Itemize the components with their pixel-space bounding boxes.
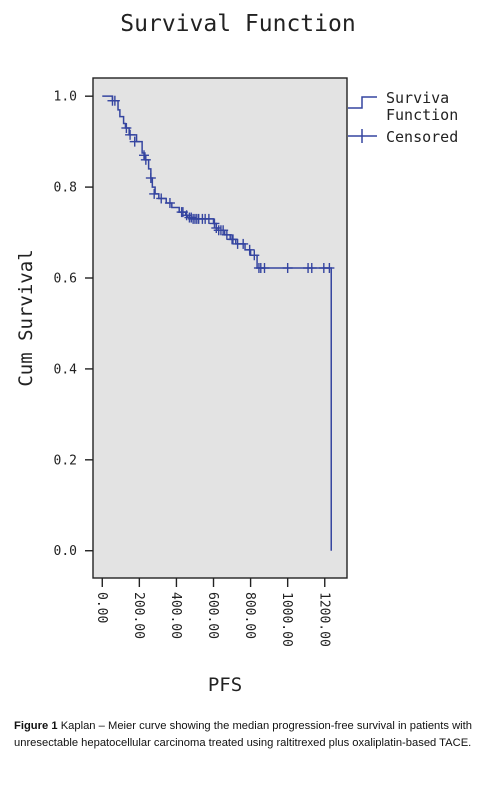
y-tick-label: 0.8 [54,181,77,196]
chart-title: Survival Function [120,11,355,37]
y-tick-label: 0.6 [54,272,77,287]
figure-caption-label: Figure 1 [14,720,58,732]
figure-caption-text: Kaplan – Meier curve showing the median … [14,720,473,749]
y-tick-label: 0.0 [54,544,77,559]
legend-survival-label-line1: Surviva [386,89,449,107]
x-tick-label: 1200.00 [316,592,331,647]
censor-mark [129,136,140,147]
legend-survival-label-line2: Function [386,106,458,124]
censor-mark [164,198,175,208]
x-tick-label: 800.00 [242,592,257,639]
censor-mark [125,129,136,140]
censor-mark [282,263,293,273]
censor-marks [107,95,335,273]
censor-mark [109,95,120,106]
y-tick-label: 1.0 [54,90,77,105]
censor-mark [121,123,132,133]
plot-area [92,77,348,579]
censor-mark [324,263,335,273]
censor-mark [227,234,238,245]
y-tick-label: 0.4 [54,362,78,377]
censor-mark [249,250,260,261]
censor-mark [306,263,317,273]
censor-mark [211,223,222,233]
x-tick-label: 400.00 [168,592,183,639]
censor-mark [259,263,270,273]
x-tick-label: 1000.00 [279,592,294,647]
x-tick-label: 0.00 [94,592,109,623]
censor-mark [156,193,167,204]
censor-mark [238,238,249,249]
figure-caption: Figure 1 Kaplan – Meier curve showing th… [14,718,472,752]
x-axis-label: PFS [208,674,242,696]
y-tick-label: 0.2 [54,453,77,468]
censor-mark [149,188,160,199]
legend-survival-swatch [348,96,377,109]
censor-mark [145,173,156,183]
legend-censored-label: Censored [386,128,458,146]
x-tick-label: 200.00 [131,592,146,639]
axes: 0.0 0.2 0.4 0.6 0.8 1.0 0.00 200.00 400.00 600.00… [54,90,332,647]
censor-mark [244,244,255,255]
censor-mark [138,150,149,161]
x-tick-label: 600.00 [205,592,220,639]
censor-mark [209,218,220,229]
censor-mark [203,213,214,224]
censor-mark [221,229,232,240]
censor-mark [140,154,151,165]
y-axis-label: Cum Survival [15,249,37,386]
